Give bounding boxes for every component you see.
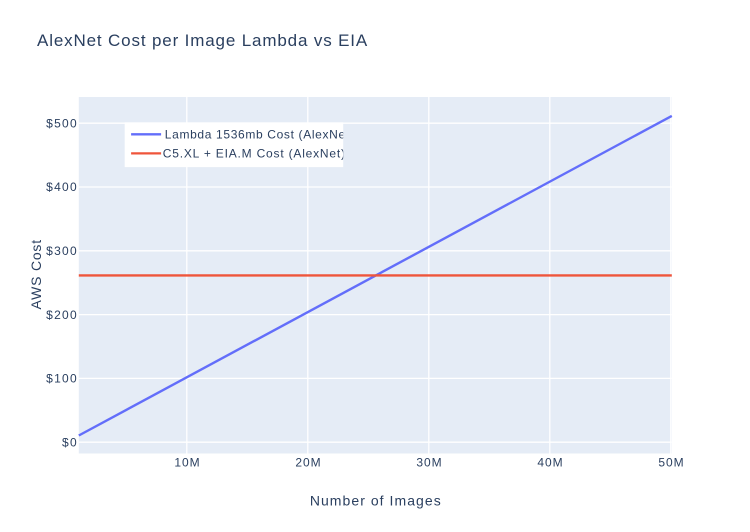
svg-text:$500: $500	[46, 116, 78, 130]
svg-text:$0: $0	[62, 435, 78, 449]
svg-text:AWS Cost: AWS Cost	[28, 239, 44, 309]
svg-text:10M: 10M	[174, 456, 200, 470]
svg-text:20M: 20M	[295, 456, 321, 470]
svg-text:30M: 30M	[416, 456, 442, 470]
svg-text:Number of Images: Number of Images	[310, 493, 442, 509]
svg-text:$400: $400	[46, 180, 78, 194]
svg-text:50M: 50M	[658, 456, 684, 470]
svg-text:$100: $100	[46, 372, 78, 386]
svg-text:Lambda 1536mb Cost (AlexNet): Lambda 1536mb Cost (AlexNet)	[165, 128, 355, 142]
svg-text:$200: $200	[46, 308, 78, 322]
svg-text:$300: $300	[46, 244, 78, 258]
svg-text:C5.XL + EIA.M Cost (AlexNet): C5.XL + EIA.M Cost (AlexNet)	[163, 147, 346, 161]
svg-text:40M: 40M	[537, 456, 563, 470]
svg-text:AlexNet Cost per Image Lambda: AlexNet Cost per Image Lambda vs EIA	[37, 31, 368, 50]
